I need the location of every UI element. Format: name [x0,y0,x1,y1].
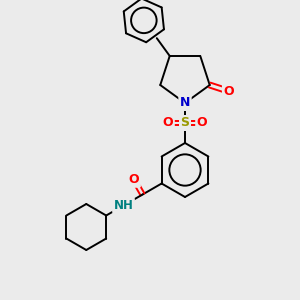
Text: NH: NH [114,199,134,212]
Text: O: O [224,85,234,98]
Text: S: S [181,116,190,130]
Text: N: N [180,97,190,110]
Text: O: O [129,173,140,186]
Text: O: O [197,116,207,130]
Text: O: O [163,116,173,130]
